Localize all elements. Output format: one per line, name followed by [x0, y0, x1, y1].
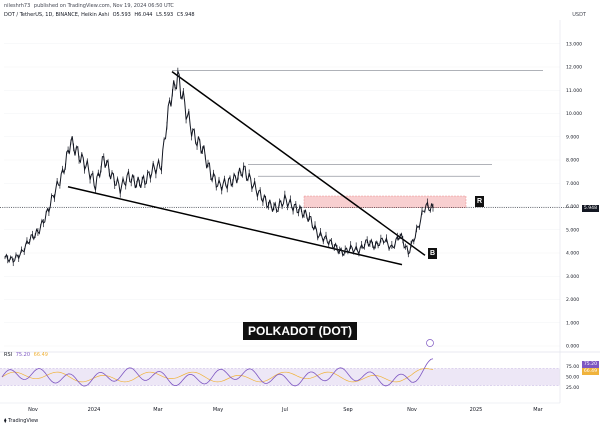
resistance-zone: [303, 195, 467, 208]
x-tick-label: 2024: [88, 407, 101, 413]
low-value: L5.593: [156, 12, 174, 18]
y-tick-label: 5.000: [566, 227, 579, 233]
open-value: O5.593: [112, 12, 131, 18]
x-tick-label: Jul: [281, 407, 288, 413]
rsi-ma-line: [1, 368, 434, 383]
y-tick-label: 0.000: [566, 344, 579, 350]
rsi-ma-tag: 66.49: [581, 368, 599, 375]
chart-header: nileshrh73 published on TradingView.com,…: [4, 3, 176, 9]
x-tick-label: May: [213, 407, 223, 413]
tradingview-logo: ⧫ TradingView: [4, 418, 39, 424]
y-tick-label: 11.000: [566, 88, 582, 94]
y-tick-label: 4.000: [566, 251, 579, 257]
wedge-lower-trendline: [67, 186, 403, 266]
rsi-line: [1, 358, 434, 387]
x-tick-label: Nov: [28, 407, 38, 413]
y-tick-label: 6.000: [566, 204, 579, 210]
breakout-marker: B: [428, 248, 437, 259]
y-tick-label: 13.000: [566, 41, 582, 47]
x-tick-label: Sep: [343, 407, 352, 413]
price-series: [4, 70, 434, 264]
currency-label: USDT: [572, 12, 586, 18]
y-tick-label: 8.000: [566, 158, 579, 164]
tradingview-icon: ⧫: [4, 418, 9, 424]
publish-info: published on TradingView.com, Nov 19, 20…: [33, 3, 174, 9]
chart-title: POLKADOT (DOT): [243, 322, 357, 340]
x-tick-label: Mar: [533, 407, 543, 413]
y-tick-label: 9.000: [566, 134, 579, 140]
wedge-upper-trendline: [171, 71, 426, 256]
rsi-legend: RSI 75.20 66.49: [4, 352, 50, 358]
rsi-ma-value: 66.49: [33, 352, 48, 358]
rsi-price-tag: 75.20: [581, 361, 599, 368]
x-tick-label: Nov: [407, 407, 417, 413]
rsi-tick-label: 75.00: [566, 364, 579, 370]
y-tick-label: 2.000: [566, 297, 579, 303]
y-tick-label: 3.000: [566, 274, 579, 280]
high-value: H6.044: [134, 12, 153, 18]
resistance-marker: R: [475, 196, 484, 207]
y-tick-label: 7.000: [566, 181, 579, 187]
y-tick-label: 1.000: [566, 320, 579, 326]
x-tick-label: 2025: [470, 407, 483, 413]
rsi-band: [0, 368, 560, 386]
rsi-tick-label: 25.00: [566, 385, 579, 391]
author: nileshrh73: [4, 3, 31, 9]
symbol-info: DOT / TetherUS, 1D, BINANCE, Heikin Ashi…: [4, 12, 197, 18]
current-price-tag: 5.948: [581, 205, 599, 212]
rsi-value: 75.20: [15, 352, 31, 358]
x-tick-label: Mar: [153, 407, 163, 413]
y-tick-label: 12.000: [566, 65, 582, 71]
symbol-name: DOT / TetherUS, 1D, BINANCE, Heikin Ashi: [4, 12, 109, 18]
event-marker-icon: [426, 339, 434, 347]
rsi-tick-label: 50.00: [566, 375, 579, 381]
rsi-label: RSI: [4, 352, 13, 358]
close-value: C5.948: [176, 12, 195, 18]
y-tick-label: 10.000: [566, 111, 582, 117]
